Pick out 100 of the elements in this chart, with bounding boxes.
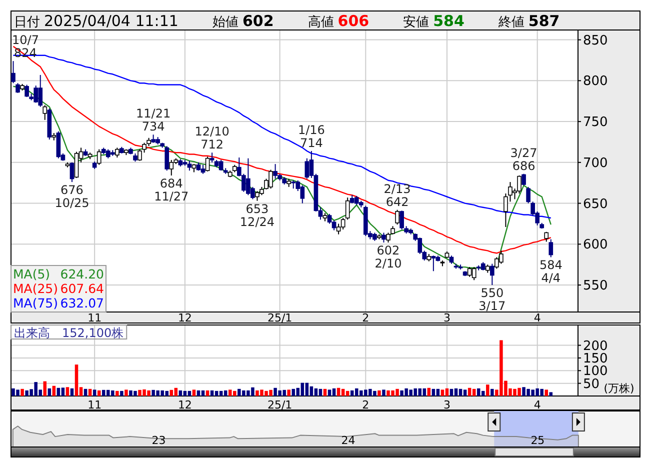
annotation: 602 — [376, 244, 400, 258]
bar — [463, 390, 467, 396]
text: MA(25) — [13, 281, 58, 296]
bar — [56, 388, 60, 396]
candlestick — [70, 162, 74, 183]
bar — [468, 388, 472, 396]
bar — [378, 390, 381, 396]
candlestick — [327, 213, 332, 224]
candlestick — [382, 232, 386, 244]
bar — [120, 390, 124, 396]
bar — [323, 388, 327, 396]
bar — [43, 381, 47, 396]
text: 3/27 686 — [510, 146, 538, 173]
bar — [188, 390, 192, 396]
y-tick-label: 850 — [583, 33, 608, 48]
bar — [336, 388, 340, 396]
bar — [458, 388, 462, 396]
bar — [427, 388, 431, 396]
bar — [97, 390, 101, 396]
bar — [318, 388, 322, 396]
text: 2/13 642 — [384, 182, 411, 209]
bar — [450, 388, 454, 396]
candlestick — [431, 255, 436, 272]
bar — [544, 390, 548, 396]
text: 2/10 — [374, 256, 402, 271]
x-tick-label: 25 — [530, 434, 545, 447]
text: 676 10/25 — [54, 183, 90, 210]
y-tick-label: 600 — [583, 238, 608, 253]
x-tick-label: 12 — [178, 398, 192, 412]
x-tick-label: 3 — [443, 398, 450, 412]
candlestick — [522, 173, 526, 186]
y-tick-label: 550 — [583, 278, 608, 294]
candlestick — [345, 197, 350, 220]
bar — [432, 388, 436, 396]
bar — [88, 388, 92, 396]
bar — [300, 382, 304, 396]
bar — [210, 390, 214, 396]
candlestick — [218, 159, 224, 172]
bar — [332, 388, 336, 396]
candlestick — [340, 218, 346, 230]
text: 終値 — [497, 15, 524, 30]
candlestick — [210, 152, 214, 163]
text: 653 12/24 — [240, 202, 275, 229]
x-tick-label: 25/1 — [267, 398, 292, 412]
y-tick-label: 700 — [583, 156, 608, 171]
bar — [328, 390, 332, 396]
bar — [206, 390, 210, 396]
candlestick — [548, 238, 554, 258]
text: 587 — [528, 12, 560, 30]
x-tick-label: 2 — [362, 312, 370, 324]
bar — [84, 388, 88, 396]
x-tick-label: 4 — [534, 312, 541, 324]
text: 安値 — [403, 14, 430, 30]
candlestick — [115, 147, 120, 158]
candlestick — [304, 158, 310, 180]
y-tick-label: 650 — [583, 196, 608, 212]
bar — [224, 390, 228, 396]
y-tick-label: 100 — [583, 364, 608, 380]
text: 602 — [242, 12, 274, 30]
bar — [440, 390, 444, 396]
annotation: 632.07 — [60, 296, 104, 310]
bar — [287, 390, 290, 396]
text: 11/21 734 — [136, 106, 171, 134]
bar — [350, 390, 354, 396]
text: 606 — [338, 12, 370, 30]
bar — [382, 390, 386, 396]
bar — [481, 390, 485, 396]
annotation: 584 — [539, 258, 562, 272]
x-tick-label: 25/1 — [267, 312, 292, 324]
candlestick — [42, 104, 48, 120]
candlestick — [11, 60, 16, 84]
candlestick — [467, 266, 472, 278]
x-tick-label: 23 — [152, 434, 166, 447]
line-series — [12, 46, 552, 254]
bar — [214, 390, 218, 396]
candlestick — [205, 156, 210, 172]
text: MA(5) — [13, 266, 50, 282]
bar — [192, 390, 196, 396]
bar — [178, 390, 182, 396]
x-tick-label: 3 — [443, 312, 450, 324]
bar — [314, 388, 318, 396]
candlestick — [74, 151, 79, 178]
y-axis-title: (万株) — [604, 382, 634, 395]
x-tick-label: 24 — [341, 434, 356, 447]
text: 584 — [433, 12, 464, 30]
bar — [170, 390, 174, 396]
bar — [124, 390, 128, 396]
candlestick — [164, 146, 170, 172]
x-tick-label: 2 — [362, 398, 370, 412]
bar — [454, 388, 458, 396]
candlestick — [138, 148, 142, 162]
bar — [92, 390, 96, 396]
candlestick — [56, 130, 61, 159]
text: 高値 — [308, 14, 334, 30]
text: 日付 — [14, 15, 40, 30]
bar — [196, 390, 200, 396]
y-tick-label: 150 — [583, 351, 608, 366]
bar — [305, 382, 309, 396]
y-tick-label: 200 — [583, 338, 608, 354]
text: 550 3/17 — [478, 286, 506, 314]
